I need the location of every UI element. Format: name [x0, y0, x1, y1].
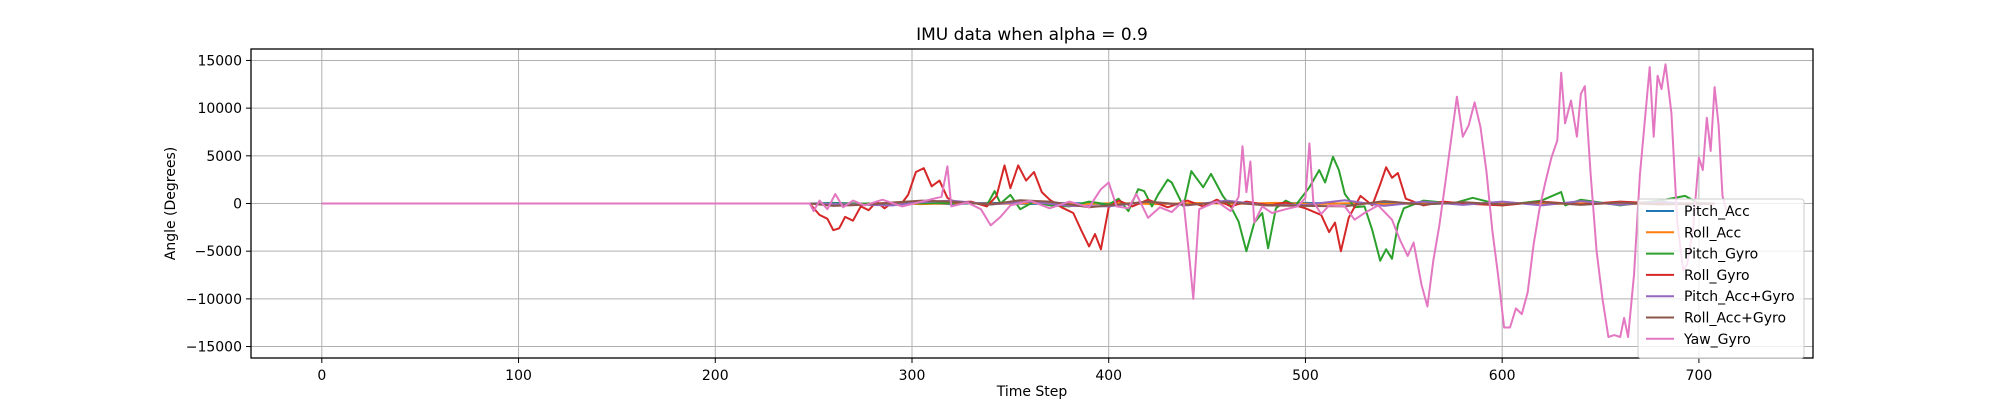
legend-label: Pitch_Acc — [1684, 204, 1750, 220]
series-line-roll-gyro — [321, 164, 1715, 253]
legend-label: Yaw_Gyro — [1683, 332, 1751, 348]
series-line-roll-acc-gyro — [321, 199, 1715, 209]
x-tick-label: 700 — [1686, 368, 1713, 384]
legend-label: Pitch_Acc+Gyro — [1684, 289, 1795, 305]
legend-label: Roll_Acc — [1684, 225, 1741, 241]
x-tick-label: 500 — [1292, 368, 1319, 384]
x-tick-label: 300 — [899, 368, 926, 384]
y-tick-label: 5000 — [206, 149, 242, 165]
y-tick-label: −10000 — [186, 292, 242, 308]
y-axis-title: Angle (Degrees) — [163, 147, 179, 260]
x-axis-title: Time Step — [996, 384, 1068, 400]
legend-label: Roll_Acc+Gyro — [1684, 311, 1786, 327]
legend-label: Roll_Gyro — [1684, 268, 1750, 284]
x-tick-label: 200 — [702, 368, 729, 384]
y-tick-label: 15000 — [197, 53, 242, 69]
series-line-yaw-gyro — [321, 63, 1728, 338]
y-tick-label: 0 — [233, 197, 242, 213]
x-tick-label: 100 — [505, 368, 532, 384]
legend-label: Pitch_Gyro — [1684, 247, 1758, 263]
series-lines — [321, 63, 1728, 338]
y-tick-label: −5000 — [195, 244, 242, 260]
x-tick-label: 600 — [1489, 368, 1516, 384]
chart-title: IMU data when alpha = 0.9 — [916, 25, 1148, 45]
x-tick-label: 0 — [317, 368, 326, 384]
x-tick-label: 400 — [1095, 368, 1122, 384]
axis-ticks: 0 100 200 300 400 500 600 700 −15000 −10000 −5000 0… — [186, 53, 1713, 384]
series-line-pitch-gyro — [321, 155, 1715, 262]
y-tick-label: 10000 — [197, 101, 242, 117]
y-tick-label: −15000 — [186, 340, 242, 356]
legend: Pitch_Acc Roll_Acc Pitch_Gyro Roll_Gyro Pitc… — [1637, 198, 1805, 359]
legend-box — [1637, 198, 1805, 359]
